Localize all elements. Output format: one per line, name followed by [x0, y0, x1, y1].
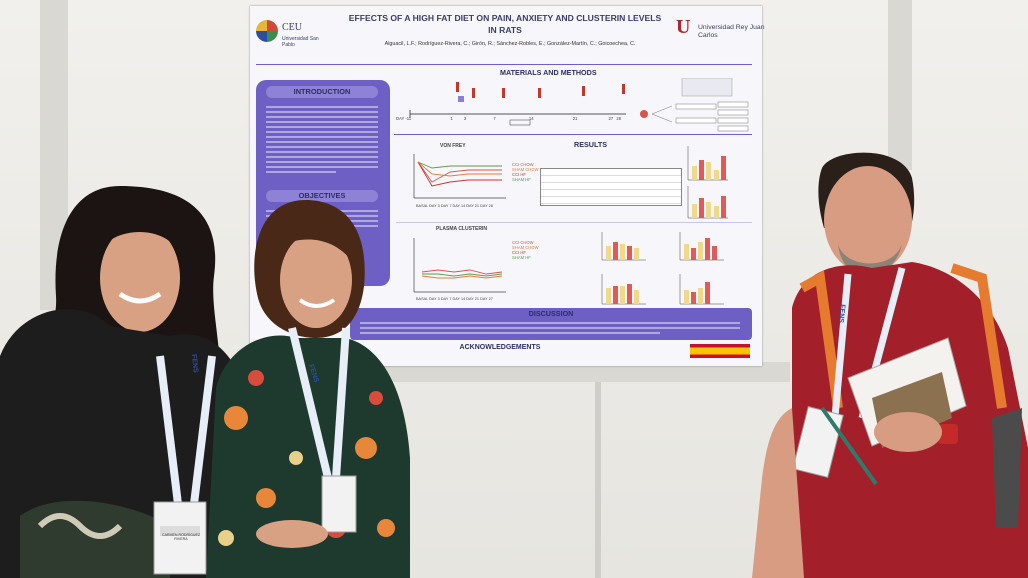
results-subdivider — [396, 222, 752, 223]
ceu-logo-icon — [256, 20, 278, 42]
urjc-logo-icon: U — [676, 16, 691, 38]
header-divider — [256, 64, 752, 65]
legend-item: SHAM CHOW — [512, 245, 539, 250]
bar-chart-group-top — [687, 146, 728, 219]
results-divider — [394, 134, 752, 135]
timeline-day-label: DAY -11 — [396, 116, 412, 121]
plasma-legend: CCI CHOW SHAM CHOW CCI HF SHAM HF — [512, 240, 539, 260]
von-frey-legend: CCI CHOW SHAM CHOW CCI HF SHAM HF — [512, 162, 539, 182]
poster-header: CEU Universidad San Pablo EFFECTS OF A H… — [250, 6, 765, 64]
timeline-day-label: 21 — [572, 116, 578, 121]
results-heading: RESULTS — [574, 140, 608, 149]
timeline-day-label: 28 — [616, 116, 622, 121]
von-frey-chart — [413, 154, 506, 199]
panel-seam — [595, 382, 601, 578]
discussion-panel: DISCUSSION — [350, 308, 752, 340]
name-badge-left: CARMEN RODRÍGUEZ RIVERA — [161, 533, 201, 541]
bar-chart-group-bottom — [601, 232, 724, 305]
urjc-logo-text: Universidad Rey Juan Carlos — [698, 24, 765, 39]
funding-logo — [690, 344, 750, 358]
timeline-day-label: 14 — [528, 116, 534, 121]
poster-title: EFFECTS OF A HIGH FAT DIET ON PAIN, ANXI… — [340, 12, 670, 36]
von-frey-heading: VON FREY — [440, 143, 466, 149]
legend-item: SHAM HF — [512, 255, 531, 260]
timeline-day-label: 3 — [463, 116, 467, 121]
objectives-heading: OBJECTIVES — [266, 190, 378, 202]
legend-item: SHAM HF — [512, 177, 531, 182]
person-right — [752, 152, 1028, 578]
timeline-diagram — [409, 78, 749, 132]
panel-post-right — [888, 0, 912, 170]
ceu-logo-subtitle: Universidad San Pablo — [282, 36, 319, 48]
person-left — [0, 186, 258, 578]
timeline-day-label: 27 — [608, 116, 614, 121]
timeline-day-label: 1 — [450, 116, 453, 121]
poster-title-line1: EFFECTS OF A HIGH FAT DIET ON PAIN, ANXI… — [348, 13, 662, 23]
legend-item: CCI HF — [512, 172, 526, 177]
person-middle — [206, 200, 410, 578]
results-table — [540, 168, 682, 206]
plasma-clusterin-chart — [413, 238, 506, 293]
plasma-xlabel: BASAL DAY 3 DAY 7 DAY 14 DAY 21 DAY 27 — [416, 297, 493, 301]
von-frey-xlabel: BASAL DAY 3 DAY 7 DAY 14 DAY 21 DAY 28 — [416, 204, 493, 208]
discussion-heading: DISCUSSION — [528, 309, 574, 318]
poster-title-line2: IN RATS — [488, 25, 522, 35]
legend-item: CCI CHOW — [512, 240, 534, 245]
acknowledgements-heading: ACKNOWLEDGEMENTS — [459, 344, 541, 351]
legend-item: SHAM CHOW — [512, 167, 539, 172]
legend-item: CCI HF — [512, 250, 526, 255]
materials-methods-heading: MATERIALS AND METHODS — [500, 68, 597, 77]
timeline-labels: DAY -11 1 3 7 14 21 27 28 — [396, 116, 621, 121]
ceu-logo-text: CEU — [282, 22, 302, 33]
timeline-day-label: 7 — [493, 116, 496, 121]
legend-item: CCI CHOW — [512, 162, 534, 167]
plasma-clusterin-heading: PLASMA CLUSTERIN — [436, 226, 487, 232]
panel-ledge — [380, 362, 790, 382]
poster-authors: Alguacil, L.F.; Rodríguez-Rivera, C.; Gi… — [384, 41, 636, 47]
introduction-heading: INTRODUCTION — [266, 86, 378, 98]
